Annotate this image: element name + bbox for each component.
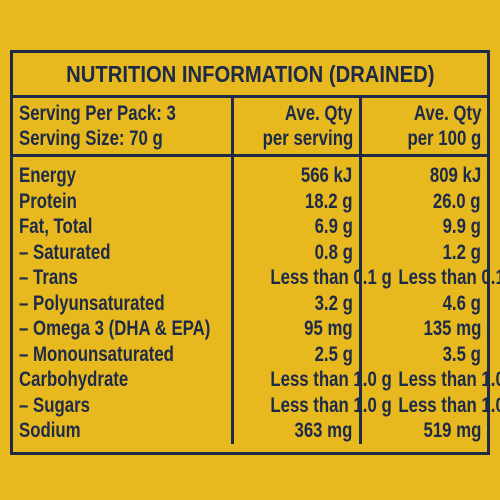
header-cell: Serving Per Pack: 3 Serving Size: 70 g: [13, 98, 232, 157]
table-cell: Sodium: [13, 418, 232, 444]
table-row: – Saturated 0.8 g 1.2 g: [13, 239, 487, 266]
cell-text: Less than 1.0 g: [269, 393, 392, 417]
table-cell: – Polyunsaturated: [13, 291, 232, 317]
cell-text: 3.2 g: [314, 291, 353, 315]
header-cell: Ave. Qty per 100 g: [358, 98, 487, 157]
header-text: per serving: [262, 127, 353, 150]
table-cell: 566 kJ: [230, 155, 360, 189]
table-cell: 2.5 g: [230, 341, 360, 367]
table-cell: 18.2 g: [230, 188, 360, 214]
cell-text: – Polyunsaturated: [19, 291, 165, 315]
cell-text: Energy: [19, 164, 76, 187]
header-text: Serving Size: 70 g: [19, 127, 163, 150]
cell-text: – Monounsaturated: [19, 342, 174, 366]
table-cell: 9.9 g: [358, 214, 487, 240]
table-cell: Protein: [13, 189, 232, 215]
table-body: Energy 566 kJ 809 kJ Protein 18.2 g 26.0 g Fat…: [13, 155, 500, 444]
cell-text: Carbohydrate: [19, 368, 129, 391]
cell-text: 363 mg: [294, 419, 353, 442]
header-text: Ave. Qty: [413, 102, 481, 125]
cell-text: – Sugars: [19, 393, 90, 417]
cell-text: Less than 1.0 g: [397, 368, 500, 391]
table-cell: 1.2 g: [358, 239, 487, 265]
nutrition-table: Serving Per Pack: 3 Serving Size: 70 g Av…: [13, 98, 500, 444]
table-cell: 95 mg: [230, 316, 360, 342]
cell-text: 95 mg: [303, 317, 353, 340]
cell-text: Fat, Total: [19, 215, 93, 238]
table-row: – Omega 3 (DHA & EPA) 95 mg 135 mg: [13, 316, 487, 342]
table-cell: 4.6 g: [358, 290, 487, 316]
cell-text: 4.6 g: [442, 291, 481, 315]
table-row: Protein 18.2 g 26.0 g: [13, 188, 487, 215]
table-cell: Less than 1.0 g: [358, 367, 500, 393]
table-cell: 3.2 g: [230, 290, 360, 316]
table-row: Sodium 363 mg 519 mg: [13, 418, 487, 444]
table-cell: – Monounsaturated: [13, 342, 232, 368]
cell-text: – Omega 3 (DHA & EPA): [19, 317, 211, 340]
table-row: Fat, Total 6.9 g 9.9 g: [13, 214, 487, 240]
cell-text: 809 kJ: [429, 164, 481, 187]
cell-text: 9.9 g: [442, 215, 481, 238]
table-cell: 363 mg: [230, 418, 360, 444]
table-cell: Less than 1.0 g: [230, 392, 391, 418]
cell-text: 18.2 g: [304, 189, 353, 213]
cell-text: 135 mg: [423, 317, 481, 340]
cell-text: Less than 0.1 g: [269, 266, 392, 289]
header-cell: Ave. Qty per serving: [230, 98, 360, 157]
table-cell: Less than 1.0 g: [230, 367, 391, 393]
cell-text: – Saturated: [19, 240, 111, 264]
cell-text: Sodium: [19, 419, 81, 442]
table-cell: 0.8 g: [230, 239, 360, 265]
table-header: Serving Per Pack: 3 Serving Size: 70 g Av…: [13, 98, 487, 157]
cell-text: 3.5 g: [442, 342, 481, 366]
panel-title: NUTRITION INFORMATION (DRAINED): [13, 53, 487, 98]
cell-text: 2.5 g: [314, 342, 353, 366]
table-cell: 809 kJ: [358, 155, 487, 189]
header-text: Ave. Qty: [284, 102, 353, 125]
cell-text: 26.0 g: [433, 189, 481, 213]
cell-text: 0.8 g: [314, 240, 353, 264]
cell-text: 6.9 g: [314, 215, 353, 238]
table-row: Energy 566 kJ 809 kJ: [13, 155, 487, 189]
header-row: Serving Per Pack: 3 Serving Size: 70 g Av…: [13, 98, 487, 157]
table-cell: Less than 0.1 g: [230, 265, 391, 291]
cell-text: Protein: [19, 189, 77, 213]
table-cell: 135 mg: [358, 316, 487, 342]
nutrition-panel: NUTRITION INFORMATION (DRAINED) Serving …: [10, 50, 500, 455]
table-cell: – Sugars: [13, 393, 232, 419]
table-cell: – Trans: [13, 265, 232, 291]
table-cell: Fat, Total: [13, 214, 232, 240]
table-cell: Less than 1.0 g: [358, 392, 500, 418]
table-cell: 6.9 g: [230, 214, 360, 240]
table-cell: Energy: [13, 156, 232, 189]
header-text: per 100 g: [407, 127, 481, 150]
cell-text: Less than 1.0 g: [397, 393, 500, 417]
cell-text: Less than 1.0 g: [269, 368, 392, 391]
table-row: – Polyunsaturated 3.2 g 4.6 g: [13, 290, 487, 317]
cell-text: – Trans: [19, 266, 78, 289]
title-text: NUTRITION INFORMATION (DRAINED): [65, 61, 435, 87]
cell-text: Less than 0.1 g: [397, 266, 500, 289]
table-cell: 3.5 g: [358, 341, 487, 367]
table-row: – Monounsaturated 2.5 g 3.5 g: [13, 341, 487, 368]
cell-text: 519 mg: [423, 419, 481, 442]
header-text: Serving Per Pack: 3: [19, 102, 176, 125]
cell-text: 1.2 g: [442, 240, 481, 264]
table-cell: Less than 0.1 g: [358, 265, 500, 291]
table-cell: 519 mg: [358, 418, 487, 444]
table-cell: 26.0 g: [358, 188, 487, 214]
table-cell: – Omega 3 (DHA & EPA): [13, 316, 232, 342]
table-cell: – Saturated: [13, 240, 232, 266]
table-cell: Carbohydrate: [13, 367, 232, 393]
cell-text: 566 kJ: [301, 164, 353, 187]
